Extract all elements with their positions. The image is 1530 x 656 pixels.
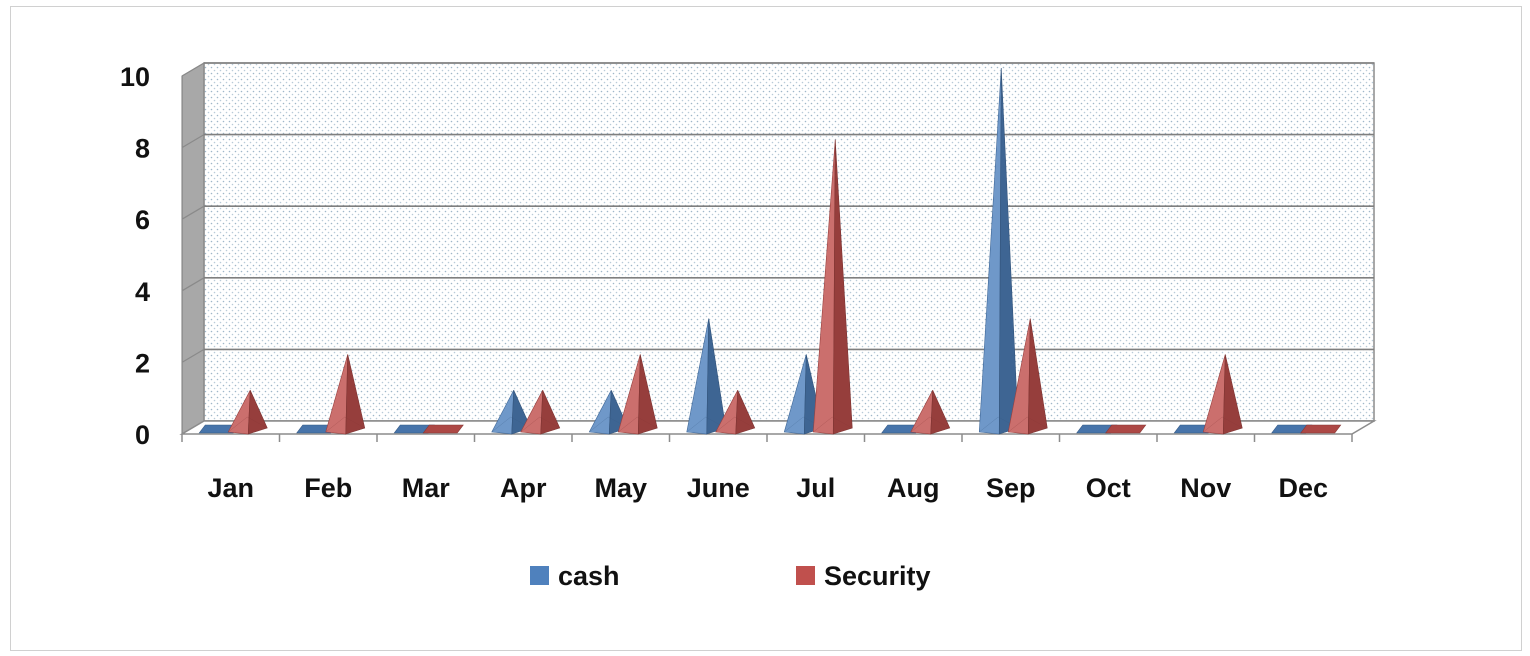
pyramid-back-edge [715,416,755,433]
pyramid-face-right [247,390,268,435]
side-wall [181,62,205,435]
pyramid-back-edge [228,416,268,433]
pyramid-security-june [715,390,756,435]
gridline-depth [181,277,205,292]
pyramid-face-right [1027,318,1048,435]
pyramid-security-sep [1007,318,1048,435]
flat-base [1105,424,1147,434]
pyramid-back-edge [325,416,365,433]
gridline-depth [181,205,205,220]
legend-label: Security [824,561,931,591]
x-tick-label: Aug [887,473,939,503]
legend: cash Security [530,561,931,591]
pyramid-security-oct [1105,424,1147,434]
pyramid-face-right [345,354,366,435]
pyramid-back-edge [1008,416,1048,433]
pyramid-back-edge [1203,416,1243,433]
pyramid-face-right [832,139,853,435]
pyramid-back-edge [491,416,531,433]
gridline-depth [181,348,205,363]
pyramid-security-apr [520,390,561,435]
pyramid-security-jul [812,139,853,435]
pyramid-back-edge [520,416,560,433]
pyramid-security-aug [910,390,951,435]
x-tick-label: Oct [1086,473,1131,503]
x-tick-label: Mar [402,473,451,503]
legend-swatch [530,566,549,585]
y-tick-label: 0 [135,420,150,450]
gridline-depth [181,134,205,149]
pyramid-security-mar [422,424,464,434]
x-tick-label: Jan [207,473,254,503]
y-axis-tick-labels: 0 2 4 6 8 10 [120,62,150,450]
x-tick-label: Apr [500,473,547,503]
x-tick-label: Feb [304,473,352,503]
legend-item-cash: cash [530,561,620,591]
pyramid-face-right [637,354,658,435]
x-axis-tick-labels: Jan Feb Mar Apr May June Jul Aug Sep Oct Nov Dec [207,473,1328,503]
y-tick-label: 6 [135,205,150,235]
pyramid-back-edge [910,416,950,433]
data-marks [198,67,1342,435]
y-tick-label: 8 [135,134,150,164]
legend-item-security: Security [796,561,931,591]
pyramid-security-dec [1300,424,1342,434]
pyramid-face-right [1222,354,1243,435]
gridline-depth [181,62,205,77]
x-tick-label: Dec [1278,473,1328,503]
pyramid-back-edge [618,416,658,433]
pyramid-back-edge [686,416,726,433]
pyramid-back-edge [813,416,853,433]
pyramid-face-right [930,390,951,435]
back-wall [203,62,1375,422]
flat-base [1300,424,1342,434]
pyramid-security-nov [1202,354,1243,435]
y-tick-label: 10 [120,62,150,92]
x-tick-label: Sep [986,473,1036,503]
pyramid-face-right [735,390,756,435]
pyramid-security-jan [227,390,268,435]
pyramid-face-right [540,390,561,435]
legend-label: cash [558,561,620,591]
pyramid-security-may [617,354,658,435]
legend-swatch [796,566,815,585]
y-tick-label: 4 [135,277,150,307]
plot-background [181,62,1375,435]
x-tick-label: May [594,473,647,503]
chart-floor [179,420,1377,442]
pyramid-security-feb [325,354,366,435]
y-tick-label: 2 [135,348,150,378]
flat-base [422,424,464,434]
pyramid-cash-june [686,318,727,435]
x-tick-label: June [687,473,750,503]
x-tick-label: Nov [1180,473,1231,503]
x-tick-label: Jul [796,473,835,503]
pyramid-cash-sep [978,67,1019,435]
